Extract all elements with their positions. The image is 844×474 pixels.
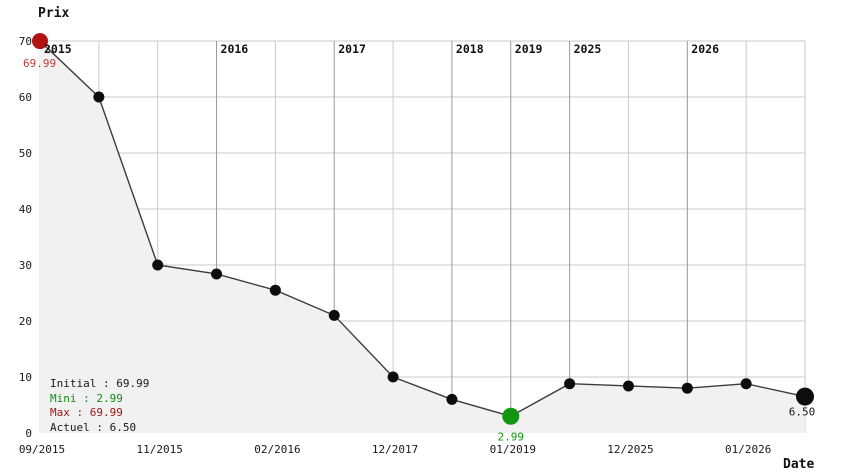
x-tick-label: 01/2026 [725, 443, 771, 456]
data-point [622, 380, 634, 392]
y-tick-label: 70 [19, 35, 32, 48]
x-axis-title: Date [783, 457, 815, 472]
y-tick-label: 20 [19, 315, 32, 328]
year-label: 2016 [221, 42, 249, 56]
point-annotation: 6.50 [789, 406, 816, 419]
price-legend: Initial : 69.99 Mini : 2.99 Max : 69.99 Act… [50, 377, 149, 435]
data-point [328, 309, 340, 321]
year-label: 2015 [44, 42, 72, 56]
y-tick-label: 40 [19, 203, 32, 216]
year-label: 2025 [574, 42, 602, 56]
x-tick-label: 11/2015 [137, 443, 183, 456]
data-point [564, 378, 576, 390]
legend-row-mini: Mini : 2.99 [50, 391, 123, 405]
y-tick-label: 30 [19, 259, 32, 272]
x-tick-label: 12/2025 [607, 443, 653, 456]
x-tick-label: 01/2019 [490, 443, 536, 456]
price-line [39, 40, 806, 418]
data-point-current [796, 387, 814, 406]
data-point [211, 268, 223, 280]
year-label: 2018 [456, 42, 484, 56]
year-label: 2026 [691, 42, 719, 56]
y-tick-label: 10 [19, 371, 32, 384]
legend-row-actuel: Actuel : 6.50 [50, 420, 137, 434]
legend-row-max: Max : 69.99 [50, 406, 123, 420]
data-point [269, 284, 281, 296]
data-point [681, 382, 693, 394]
data-point [446, 393, 458, 405]
data-point [93, 91, 105, 103]
y-tick-label: 50 [19, 147, 32, 160]
y-tick-label: 60 [19, 91, 32, 104]
year-label: 2019 [515, 42, 543, 56]
x-tick-label: 02/2016 [254, 443, 300, 456]
data-point [740, 378, 752, 390]
area-fill [39, 41, 805, 433]
x-tick-label: 12/2017 [372, 443, 418, 456]
year-label: 2017 [338, 42, 366, 56]
point-annotation: 2.99 [498, 430, 525, 443]
legend-row-initial: Initial : 69.99 [50, 377, 150, 390]
point-annotation: 69.99 [23, 57, 56, 70]
data-point [387, 371, 399, 383]
data-point [152, 259, 164, 271]
y-axis-title: Prix [38, 6, 70, 21]
x-tick-label: 09/2015 [19, 443, 65, 456]
y-tick-label: 0 [25, 427, 32, 440]
data-point-min [502, 407, 520, 425]
data-point-max [32, 33, 48, 50]
